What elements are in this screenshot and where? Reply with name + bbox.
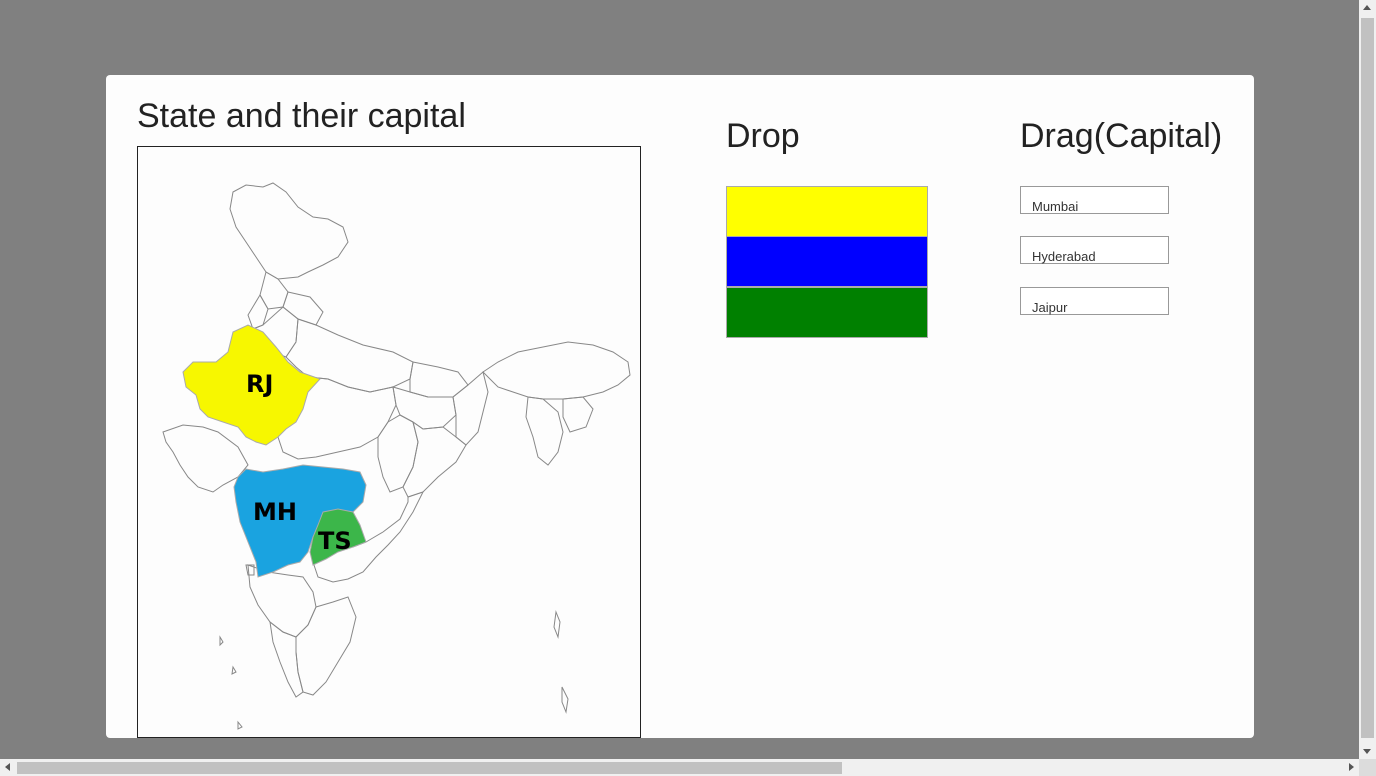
map-andaman: [553, 610, 561, 639]
scroll-right-arrow-icon[interactable]: [1349, 763, 1354, 771]
map-jammu-kashmir: [229, 182, 349, 280]
map-label-ts: TS: [318, 527, 352, 555]
map-goa: [245, 564, 255, 576]
drop-heading: Drop: [726, 117, 800, 155]
map-state-rajasthan: [182, 324, 321, 446]
map-label-mh: MH: [253, 498, 297, 526]
map-lakshadweep: [219, 635, 243, 730]
drop-zone-green[interactable]: [726, 287, 928, 338]
india-map-frame: RJ MH TS: [137, 146, 641, 738]
quiz-card: State and their capital: [106, 75, 1254, 738]
page-viewport: State and their capital: [106, 75, 1254, 738]
drag-item-hyderabad[interactable]: Hyderabad: [1020, 236, 1169, 264]
scroll-left-arrow-icon[interactable]: [5, 763, 10, 771]
map-label-rj: RJ: [246, 370, 273, 398]
drop-zone-blue[interactable]: [726, 236, 928, 287]
map-state-telangana: [309, 508, 367, 566]
map-uttarakhand: [282, 291, 324, 326]
map-west-bengal: [452, 371, 489, 446]
drag-heading: Drag(Capital): [1020, 117, 1223, 155]
map-kerala: [269, 620, 304, 698]
map-tamil-nadu: [295, 596, 357, 696]
map-nicobar: [561, 686, 569, 714]
drag-item-jaipur[interactable]: Jaipur: [1020, 287, 1169, 315]
page-title: State and their capital: [137, 97, 466, 135]
map-mizoram-tripura: [525, 396, 564, 466]
vertical-scroll-thumb[interactable]: [1361, 18, 1374, 738]
map-gujarat: [162, 424, 249, 493]
vertical-scrollbar[interactable]: [1359, 0, 1376, 759]
horizontal-scrollbar[interactable]: [0, 759, 1359, 776]
drag-item-mumbai[interactable]: Mumbai: [1020, 186, 1169, 214]
india-map: RJ MH TS: [162, 182, 631, 730]
drop-zone-yellow[interactable]: [726, 186, 928, 237]
scroll-down-arrow-icon[interactable]: [1363, 749, 1371, 754]
map-chhattisgarh: [377, 414, 419, 493]
map-manipur: [562, 396, 594, 433]
map-northeast: [482, 341, 631, 400]
horizontal-scroll-thumb[interactable]: [17, 762, 842, 774]
scrollbar-corner: [1359, 759, 1376, 776]
scroll-up-arrow-icon[interactable]: [1363, 5, 1371, 10]
map-odisha: [402, 420, 467, 498]
map-punjab: [247, 294, 269, 330]
map-jharkhand: [392, 386, 457, 430]
